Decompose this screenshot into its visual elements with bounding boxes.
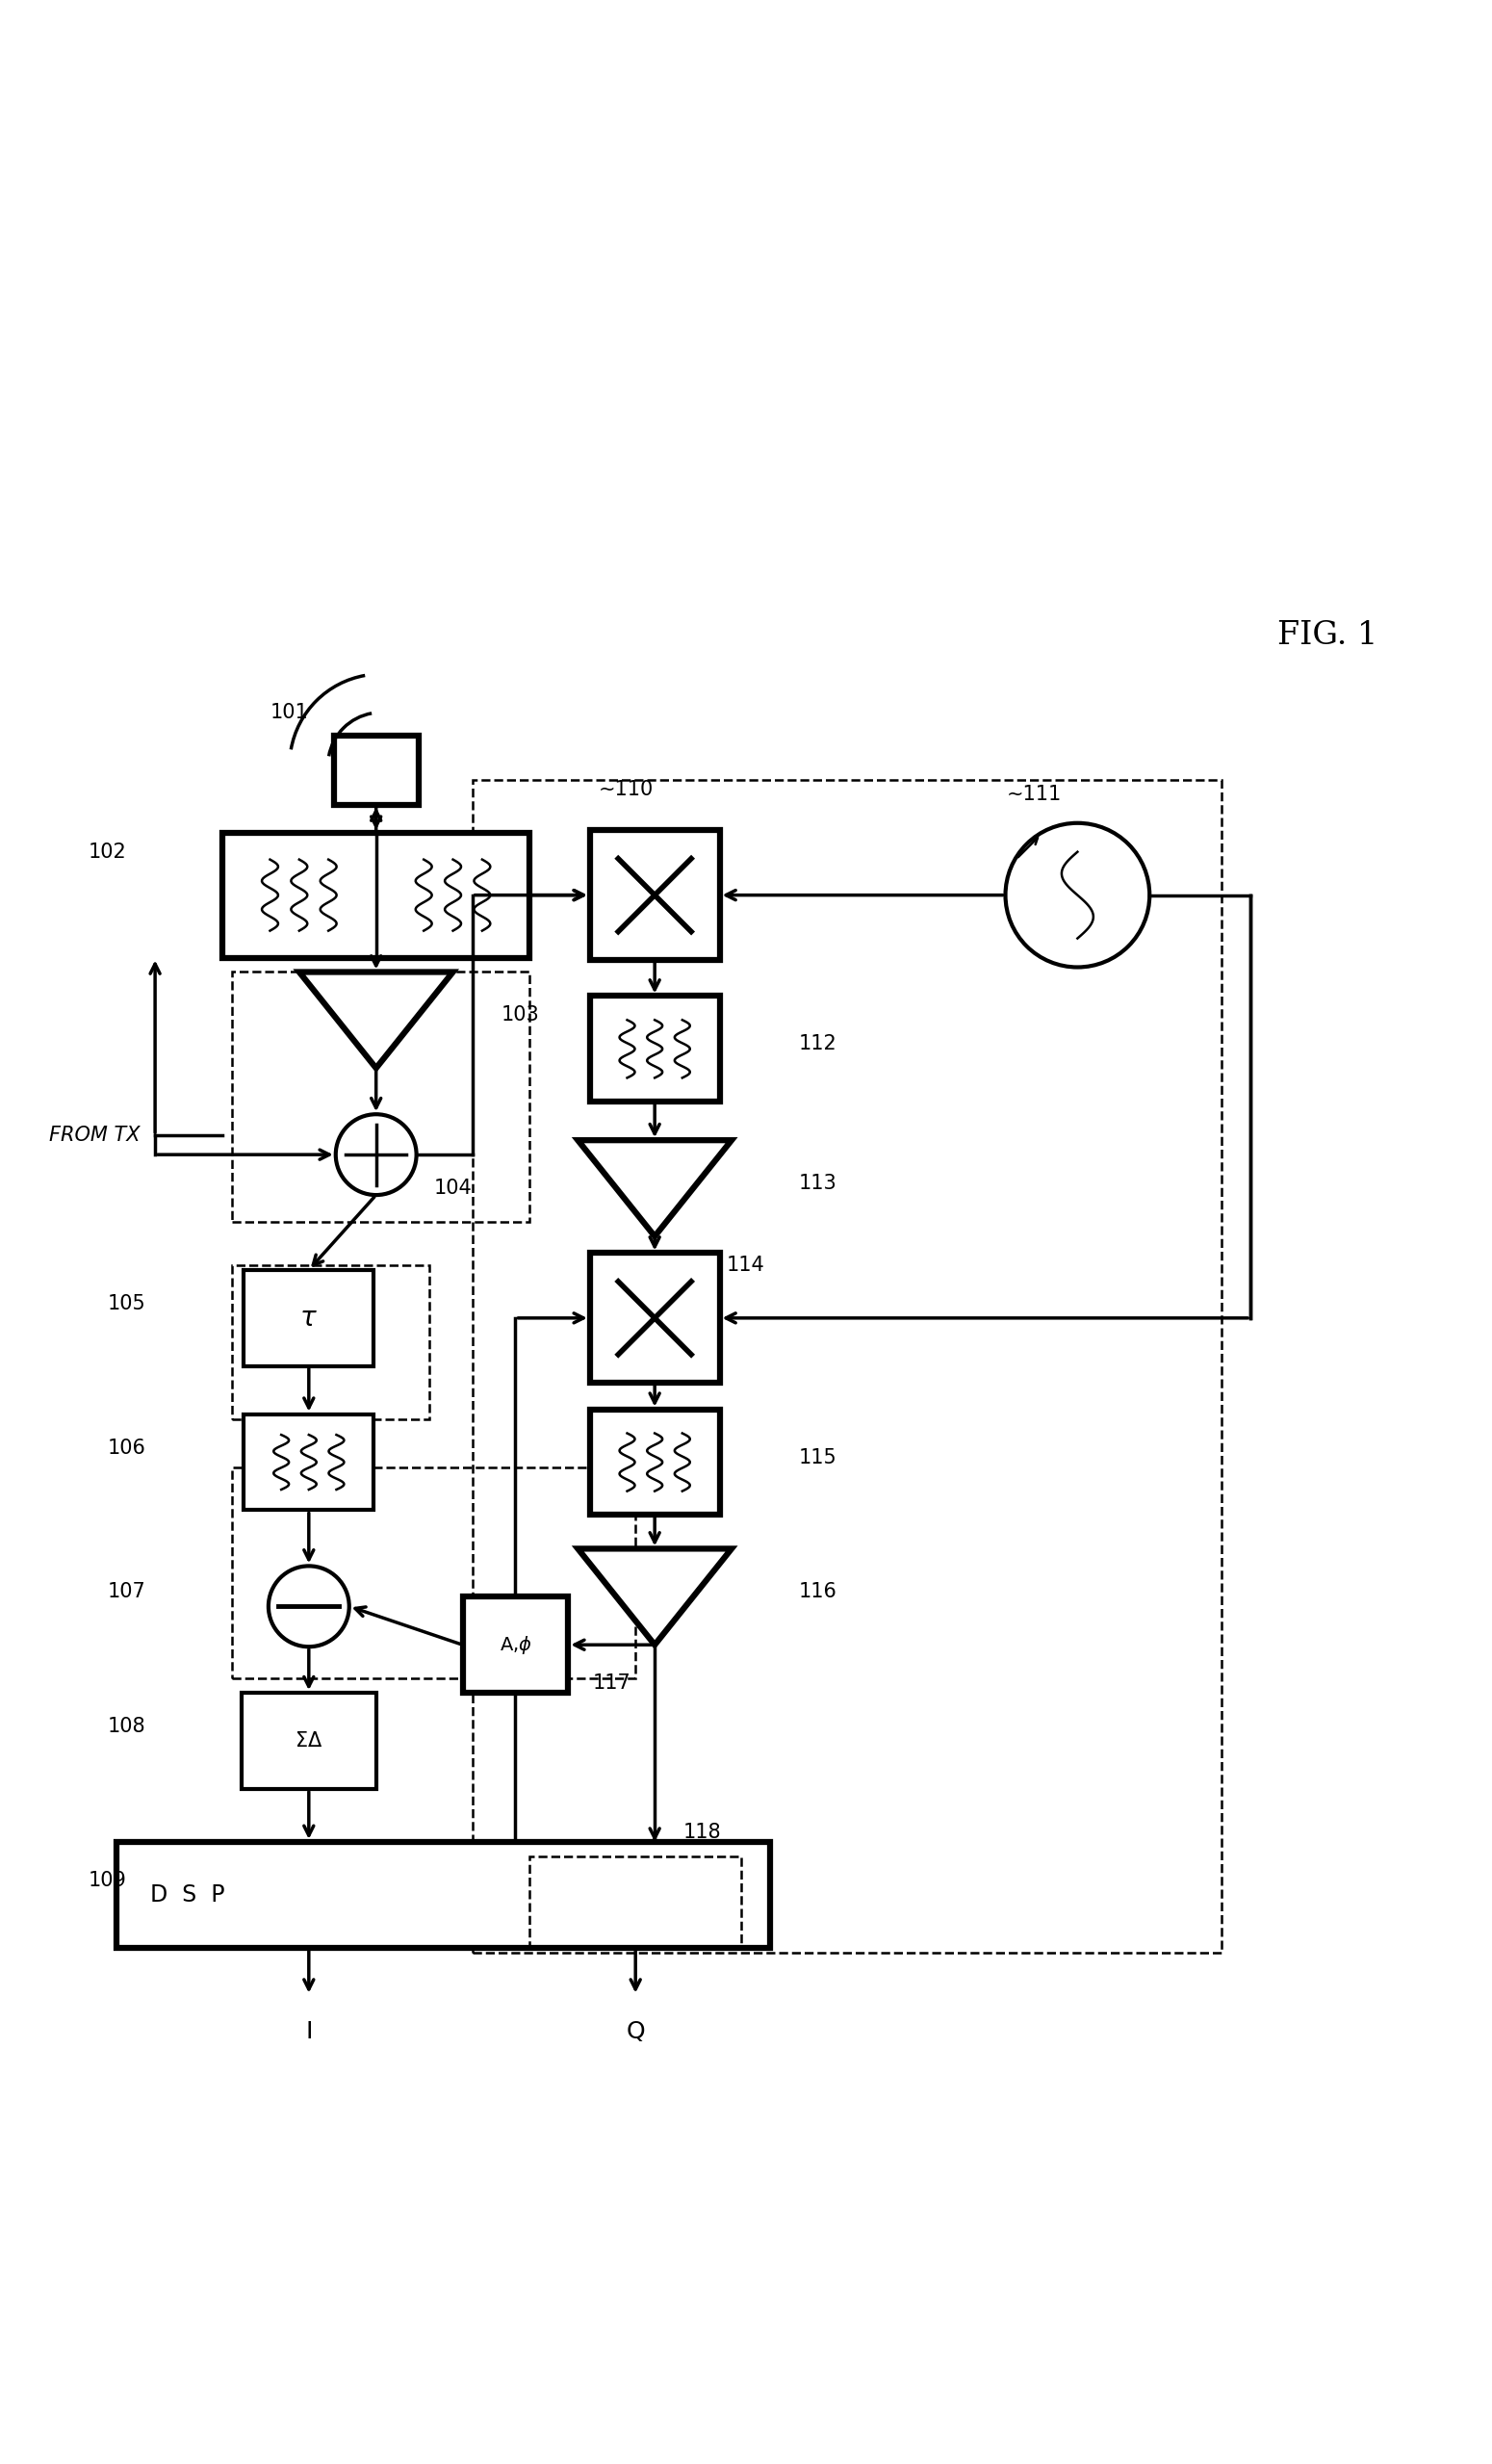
Text: 108: 108 <box>107 1717 145 1737</box>
Bar <box>231 971 530 1222</box>
Text: 105: 105 <box>107 1294 145 1313</box>
Bar <box>589 995 719 1101</box>
Text: $\tau$: $\tau$ <box>300 1303 318 1331</box>
Bar <box>231 1264 428 1419</box>
Bar <box>231 1466 636 1678</box>
Circle shape <box>269 1567 349 1646</box>
Text: ~111: ~111 <box>1007 784 1062 803</box>
Text: I: I <box>306 2020 312 2043</box>
Polygon shape <box>577 1141 731 1237</box>
Circle shape <box>1006 823 1149 968</box>
Text: 113: 113 <box>798 1173 837 1193</box>
Text: 107: 107 <box>107 1582 145 1602</box>
Text: 109: 109 <box>88 1870 127 1890</box>
Text: D  S  P: D S P <box>151 1882 225 1907</box>
Text: 112: 112 <box>798 1035 837 1055</box>
Text: $\Sigma\Delta$: $\Sigma\Delta$ <box>295 1732 322 1749</box>
Bar <box>116 1843 770 1947</box>
Bar <box>589 1254 719 1382</box>
Text: 114: 114 <box>727 1257 765 1274</box>
Bar <box>245 1269 373 1365</box>
Bar <box>471 779 1222 1951</box>
Text: 102: 102 <box>88 843 127 862</box>
Bar <box>222 833 530 958</box>
Bar <box>242 1693 376 1789</box>
Text: 104: 104 <box>434 1178 471 1198</box>
Bar <box>245 1414 373 1510</box>
Bar <box>530 1855 742 1947</box>
Text: 116: 116 <box>798 1582 837 1602</box>
Bar <box>589 1409 719 1515</box>
Text: 117: 117 <box>592 1673 631 1693</box>
Text: 101: 101 <box>270 702 309 722</box>
Bar <box>334 737 418 806</box>
Bar <box>589 830 719 961</box>
Text: 115: 115 <box>798 1449 837 1466</box>
Text: FIG. 1: FIG. 1 <box>1277 621 1377 650</box>
Text: 118: 118 <box>683 1823 722 1843</box>
Circle shape <box>336 1114 416 1195</box>
Text: 106: 106 <box>107 1439 145 1456</box>
Bar <box>463 1597 568 1693</box>
Text: FROM TX: FROM TX <box>49 1126 140 1146</box>
Polygon shape <box>300 971 454 1067</box>
Polygon shape <box>577 1550 731 1646</box>
Text: Q: Q <box>627 2020 645 2043</box>
Text: 103: 103 <box>501 1005 539 1025</box>
Text: A,$\phi$: A,$\phi$ <box>500 1634 531 1656</box>
Text: ~110: ~110 <box>598 779 653 798</box>
